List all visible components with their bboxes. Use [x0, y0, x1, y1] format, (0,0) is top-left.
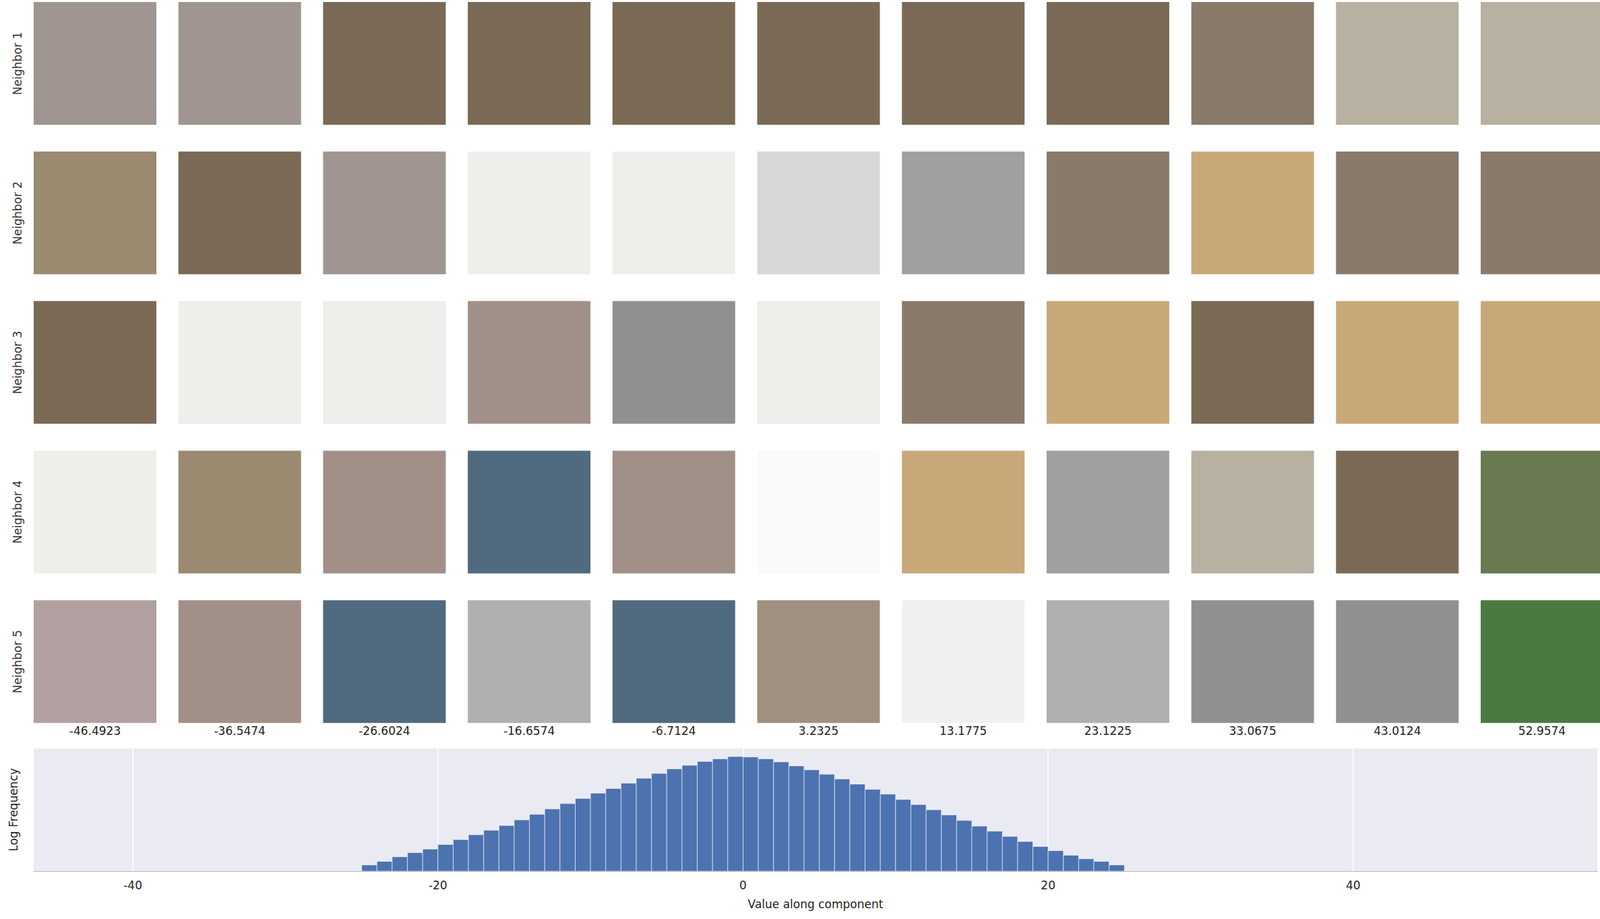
svg-text:3.2325: 3.2325: [798, 723, 839, 738]
svg-text:-16.6574: -16.6574: [503, 723, 555, 738]
svg-text:Neighbor 5: Neighbor 5: [10, 629, 25, 693]
svg-text:Neighbor 3: Neighbor 3: [10, 330, 25, 395]
svg-text:Log Frequency: Log Frequency: [6, 767, 21, 852]
svg-text:Value along component: Value along component: [748, 897, 884, 911]
svg-text:-6.7124: -6.7124: [651, 723, 697, 738]
svg-text:Neighbor 2: Neighbor 2: [10, 181, 25, 245]
svg-text:Neighbor 1: Neighbor 1: [10, 31, 25, 96]
svg-text:0: 0: [739, 878, 747, 892]
svg-text:52.9574: 52.9574: [1518, 723, 1566, 738]
svg-text:43.0124: 43.0124: [1373, 723, 1421, 738]
svg-text:-40: -40: [123, 878, 143, 892]
svg-text:23.1225: 23.1225: [1084, 723, 1132, 738]
svg-text:20: 20: [1040, 878, 1056, 892]
svg-text:-26.6024: -26.6024: [358, 723, 410, 738]
svg-text:-20: -20: [428, 878, 448, 892]
svg-text:-36.5474: -36.5474: [213, 723, 265, 738]
svg-text:Neighbor 4: Neighbor 4: [10, 479, 25, 544]
svg-text:-46.4923: -46.4923: [69, 723, 121, 738]
svg-text:33.0675: 33.0675: [1228, 723, 1276, 738]
svg-text:40: 40: [1345, 878, 1361, 892]
svg-text:13.1775: 13.1775: [939, 723, 987, 738]
